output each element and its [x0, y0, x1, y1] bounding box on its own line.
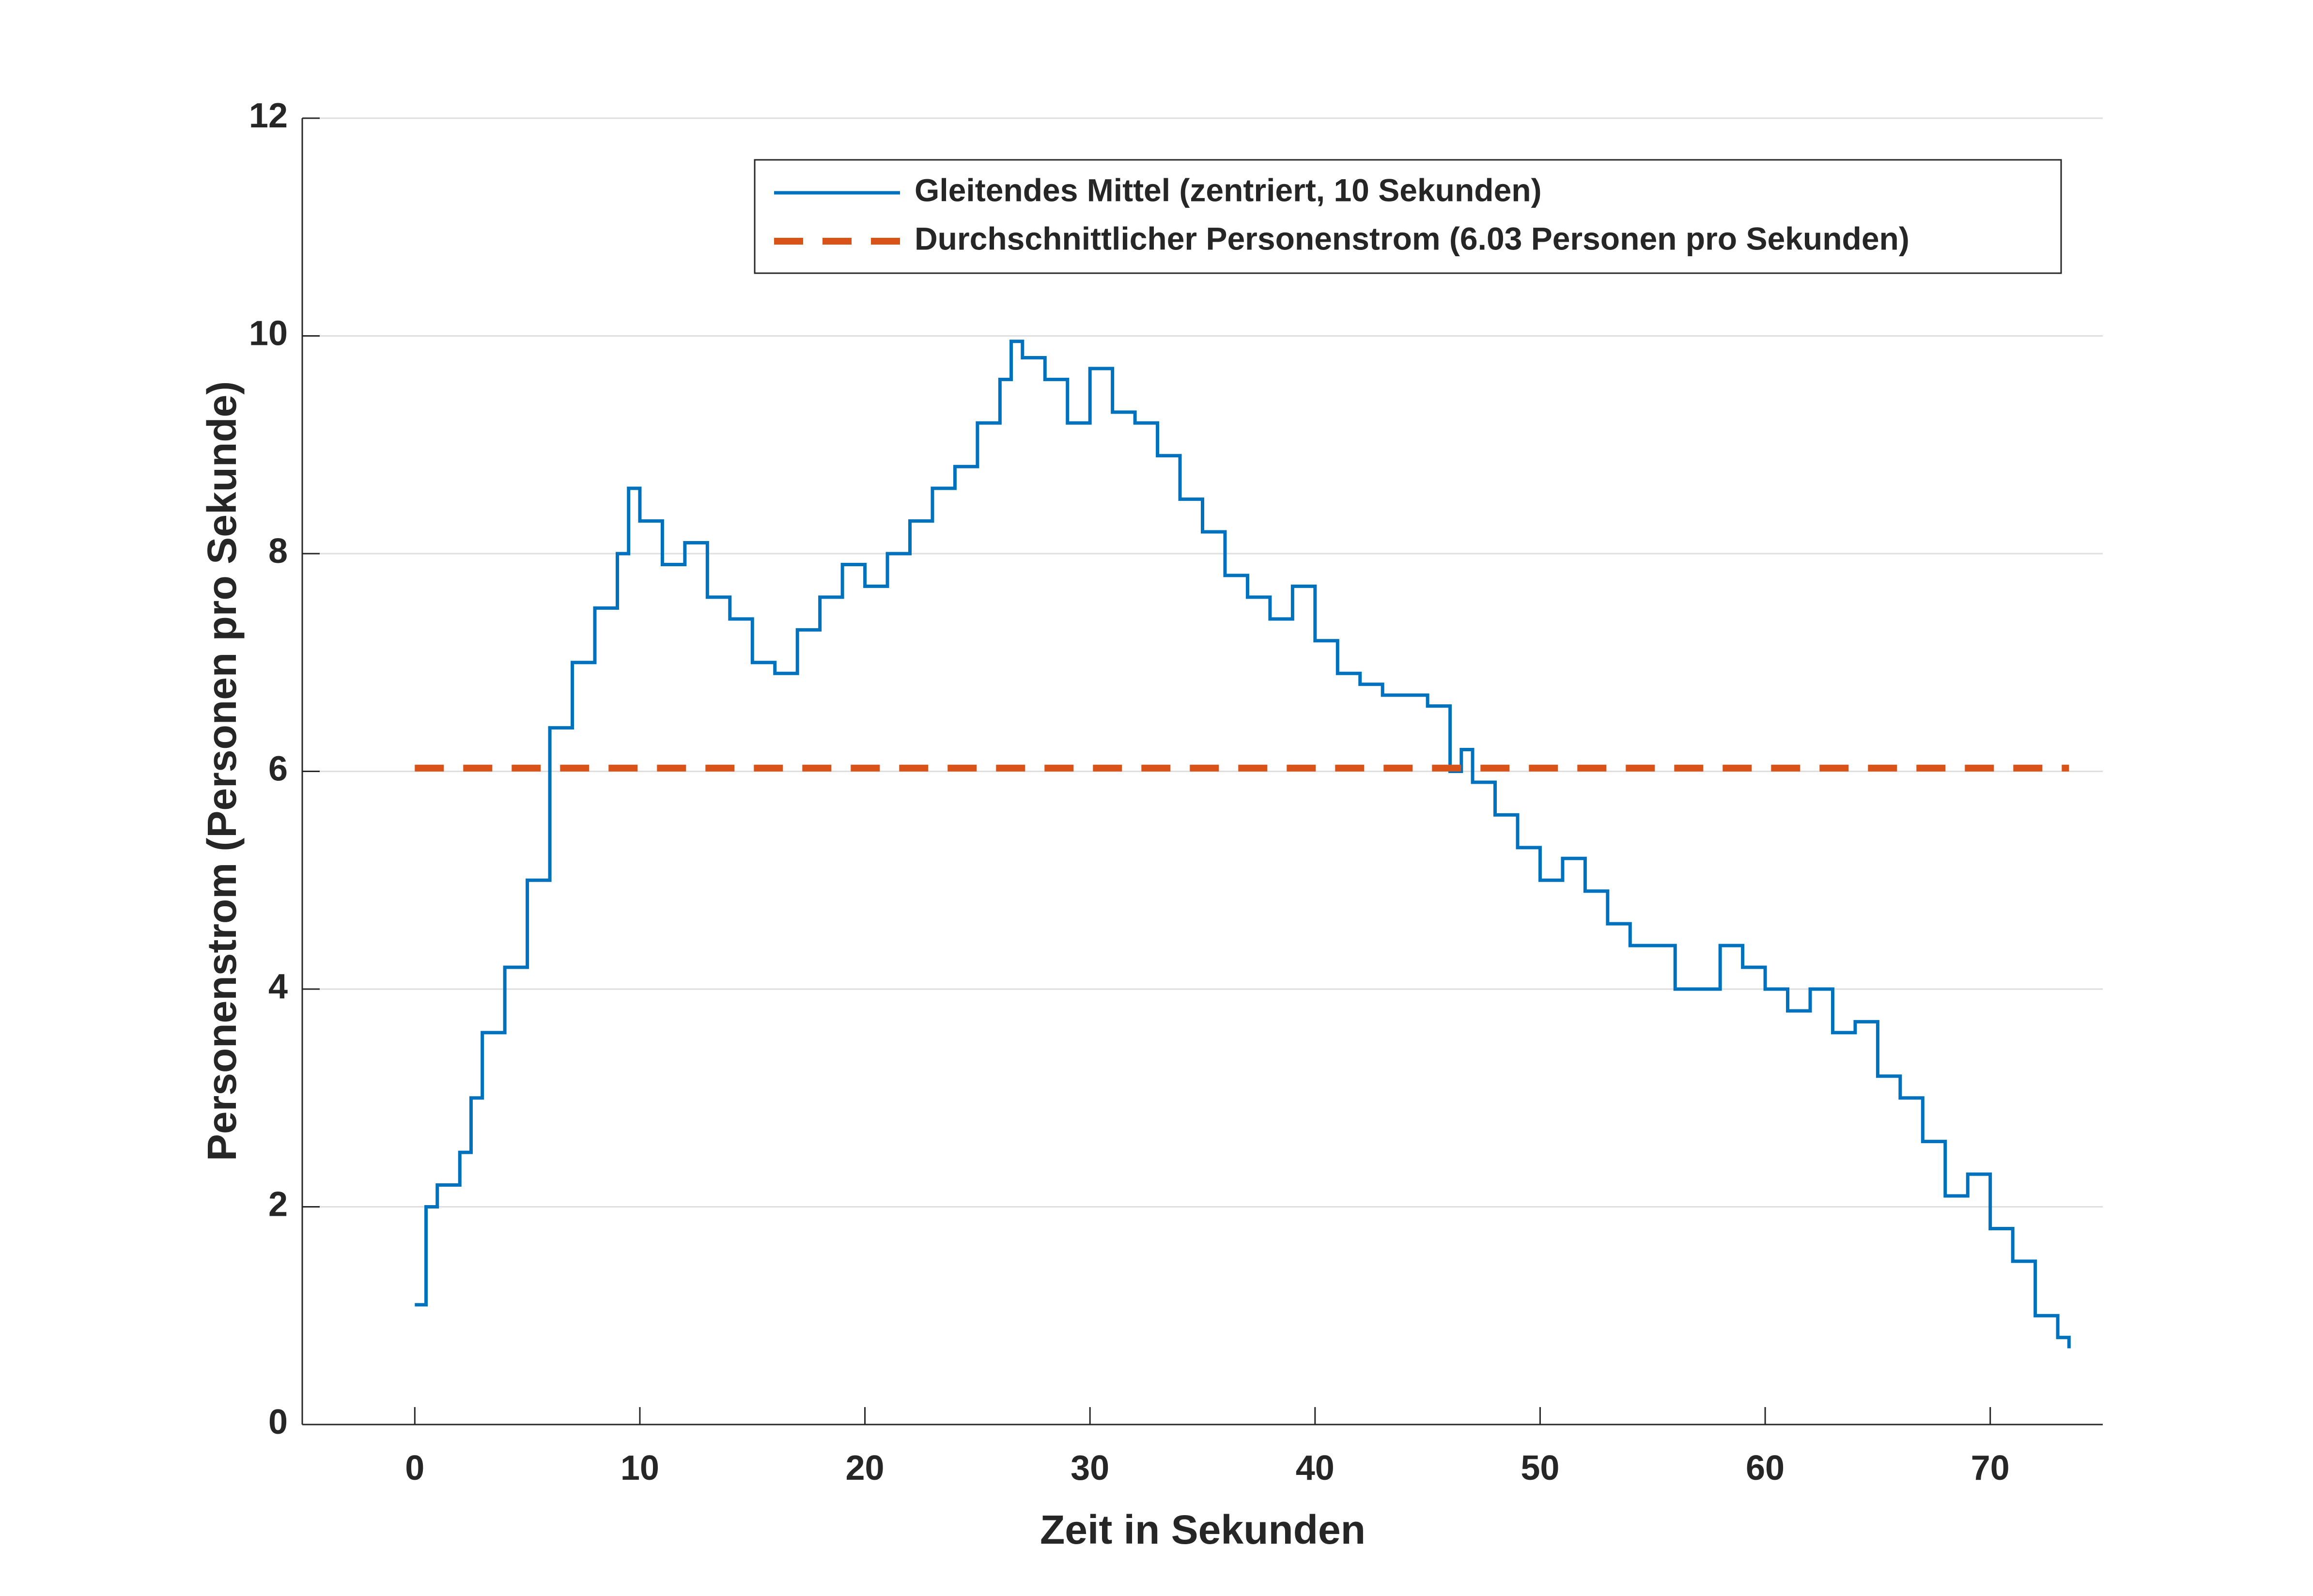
- x-tick-label: 0: [405, 1449, 424, 1488]
- x-tick-label: 20: [846, 1449, 885, 1488]
- x-tick-label: 60: [1746, 1449, 1785, 1488]
- y-tick-label: 12: [249, 96, 288, 135]
- legend-label: Gleitendes Mittel (zentriert, 10 Sekunde…: [915, 172, 1542, 208]
- series-line: [415, 340, 2071, 1348]
- x-tick-label: 70: [1971, 1449, 2010, 1488]
- x-tick-label: 30: [1071, 1449, 1109, 1488]
- y-tick-label: 6: [268, 750, 288, 789]
- x-tick-label: 10: [621, 1449, 659, 1488]
- y-tick-label: 0: [268, 1403, 288, 1441]
- x-tick-label: 50: [1521, 1449, 1559, 1488]
- y-tick-label: 2: [268, 1185, 288, 1224]
- x-tick-label: 40: [1296, 1449, 1335, 1488]
- x-axis-label: Zeit in Sekunden: [1040, 1507, 1366, 1552]
- y-tick-label: 10: [249, 314, 288, 353]
- y-axis-label: Personenstrom (Personen pro Sekunde): [199, 381, 245, 1161]
- y-tick-label: 8: [268, 532, 288, 571]
- legend-box: [754, 159, 2062, 274]
- legend-label: Durchschnittlicher Personenstrom (6.03 P…: [915, 220, 1909, 256]
- y-tick-label: 4: [268, 967, 288, 1006]
